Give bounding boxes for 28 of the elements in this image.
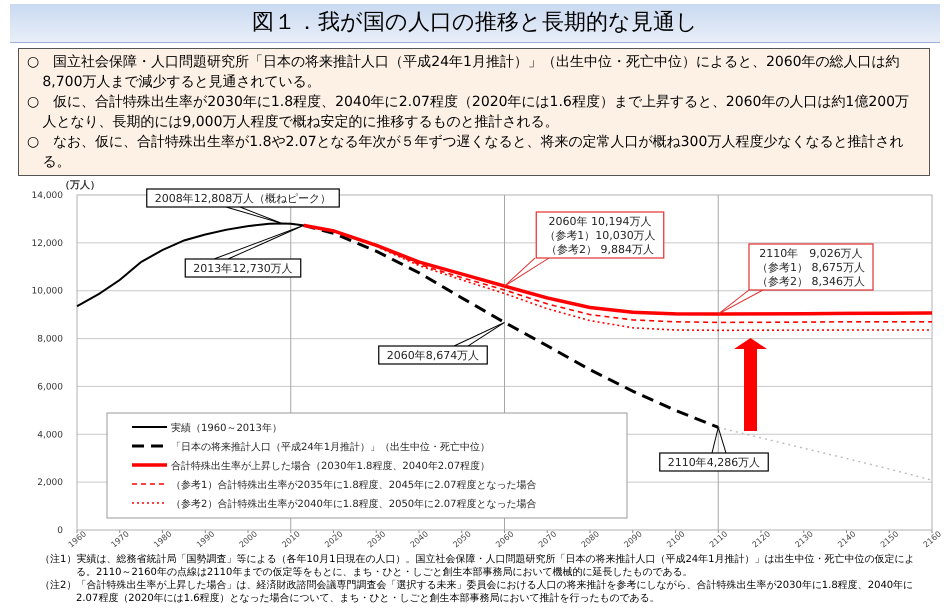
y-tick-label: 0 bbox=[57, 526, 64, 536]
text: （注1）実績は、総務省統計局「国勢調査」等による（各年10月1日現在の人口）。国立社会保障・人口問題研究所「日本の将来推計人口（平成24年1月推計）」は出生中位・死亡中位の仮定による。2110～2160年の点線は2110年までの仮定等をもとに、まち・ひと・しごと創生本部事務局において機械的に延長したものである。 bbox=[40, 553, 916, 579]
y-tick-label: 10,000 bbox=[32, 286, 64, 297]
text: （注2）「合計特殊出生率が上昇した場合」は、経済財政諮問会議専門調査会「選択する未来」委員会における人口の将来推計を参考にしながら、合計特殊出生率が2030年に1.8程度、2040年に2.07程度（2020年には1.6程度）となった場合について、まち・ひと・しごと創生本部事務局において推計を行ったものである。 bbox=[40, 579, 914, 605]
annotation: 2008年12,808万人（概ねピーク） bbox=[154, 192, 332, 205]
y-tick-label: 12,000 bbox=[32, 238, 64, 249]
y-tick-label: 6,000 bbox=[37, 382, 64, 392]
y-tick-label: 4,000 bbox=[37, 430, 64, 440]
chart-title: 図１．我が国の人口の推移と長期的な見通し bbox=[10, 4, 940, 43]
annotation: （参考2） 8,346万人 bbox=[757, 275, 865, 288]
annotation: 2110年4,286万人 bbox=[668, 456, 760, 469]
annotation: 2110年 9,026万人 bbox=[759, 247, 863, 260]
annotation: 2060年8,674万人 bbox=[386, 349, 480, 362]
legend-label: （参考1）合計特殊出生率が2035年に1.8程度、2045年に2.07程度となった場合 bbox=[171, 479, 536, 491]
annotation: （参考1） 8,675万人 bbox=[757, 261, 865, 274]
y-tick-label: 14,000 bbox=[32, 191, 64, 201]
y-tick-label: 2,000 bbox=[37, 478, 64, 488]
y-axis-title: （万人） bbox=[60, 179, 100, 191]
y-tick-label: 8,000 bbox=[37, 334, 64, 345]
legend-label: 合計特殊出生率が上昇した場合（2030年1.8程度、2040年2.07程度） bbox=[171, 460, 490, 472]
legend-label: 「日本の将来推計人口（平成24年1月推計）」（出生中位・死亡中位） bbox=[171, 441, 490, 453]
annotation: （参考1）10,030万人 bbox=[544, 229, 656, 242]
annotation: 2060年 10,194万人 bbox=[548, 215, 652, 228]
annotation: （参考2） 9,884万人 bbox=[546, 243, 654, 256]
legend-label: 実績（1960～2013年） bbox=[171, 422, 282, 434]
legend-label: （参考2）合計特殊出生率が2040年に1.8程度、2050年に2.07程度となった場合 bbox=[171, 498, 536, 510]
annotation: 2013年12,730万人 bbox=[193, 262, 293, 275]
chart-subtitle: ○ 国立社会保障・人口問題研究所「日本の将来推計人口（平成24年1月推計）」（出生中位・死亡中位）によると、2060年の総人口は約8,700万人まで減少すると見通されている。 ○ 仮に、合計特殊出生率が2030年に1.8程度、2040年に2.07程度（2020年には1.6程度）まで上昇すると、2060年の人口は約1億200万人となり、長期的には9,000万人程度で概ね安定的に推移するものと推計される。 ○ なお、仮に、合計特殊出生率が1.8や2.07となる年次が５年ずつ遅くなると、将来の定常人口が概ね300万人程度少なくなると推計される。 bbox=[27, 53, 910, 172]
